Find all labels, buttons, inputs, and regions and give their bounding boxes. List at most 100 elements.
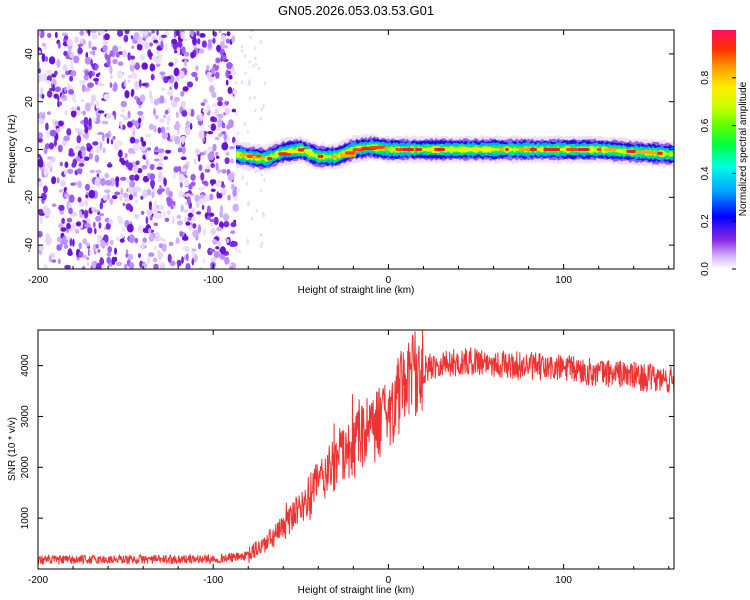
noise-blob	[81, 149, 86, 159]
noise-blob	[263, 81, 267, 86]
noise-blob	[142, 189, 148, 199]
noise-blob	[216, 126, 223, 132]
colorbar-gradient	[712, 30, 736, 269]
noise-blob	[118, 149, 123, 158]
noise-blob	[209, 248, 216, 253]
noise-blob	[227, 172, 235, 182]
noise-blob	[180, 135, 187, 142]
noise-blob	[175, 30, 180, 37]
noise-blob	[172, 216, 175, 225]
noise-blob	[163, 177, 167, 187]
noise-blob	[178, 165, 182, 172]
noise-blob	[224, 107, 231, 116]
ridge-peak	[657, 151, 663, 155]
noise-blob	[170, 94, 173, 101]
noise-blob	[47, 32, 52, 39]
noise-blob	[160, 40, 164, 49]
noise-blob	[259, 188, 263, 193]
noise-blob	[142, 237, 147, 244]
noise-blob	[197, 224, 202, 234]
noise-blob	[207, 131, 214, 135]
noise-blob	[215, 155, 220, 159]
noise-blob	[208, 85, 215, 94]
noise-blob	[46, 161, 52, 169]
noise-blob	[149, 90, 153, 100]
noise-blob	[248, 96, 252, 100]
noise-blob	[85, 183, 90, 191]
noise-blob	[149, 216, 153, 221]
noise-blob	[63, 135, 70, 142]
noise-blob	[215, 246, 220, 250]
noise-blob	[181, 110, 188, 117]
noise-blob	[184, 59, 188, 67]
noise-blob	[168, 241, 174, 246]
noise-blob	[210, 67, 216, 75]
noise-blob	[92, 221, 96, 228]
snr-ytick-label: 4000	[20, 354, 31, 377]
noise-blob	[220, 188, 228, 193]
noise-blob	[236, 131, 240, 135]
colorbar: 0.0 0.2 0.4 0.6 0.8 Normalized spectral ampl…	[700, 30, 749, 276]
noise-blob	[159, 118, 165, 123]
noise-blob	[137, 110, 144, 116]
noise-blob	[123, 198, 130, 202]
noise-blob	[149, 164, 155, 171]
noise-blob	[192, 229, 199, 238]
noise-blob	[153, 213, 158, 219]
noise-blob	[99, 213, 104, 217]
noise-blob	[177, 147, 181, 153]
noise-blob	[78, 163, 85, 167]
noise-blob	[160, 34, 167, 38]
noise-blob	[85, 194, 88, 198]
noise-blob	[151, 30, 155, 34]
ridge-peak	[559, 147, 566, 152]
noise-blob	[128, 262, 135, 269]
noise-blob	[38, 132, 44, 139]
noise-blob	[212, 31, 217, 37]
noise-blob	[66, 222, 71, 230]
noise-blob	[123, 34, 129, 43]
noise-blob	[77, 47, 83, 55]
spec-xtick-label: -100	[203, 275, 223, 286]
noise-blob	[263, 178, 266, 183]
ridge-peak	[383, 147, 390, 151]
noise-blob	[225, 38, 230, 44]
noise-blob	[61, 32, 69, 37]
noise-blob	[224, 256, 230, 265]
noise-blob	[60, 94, 66, 99]
noise-blob	[54, 31, 58, 39]
noise-blob	[212, 143, 217, 152]
noise-blob	[122, 227, 125, 233]
noise-blob	[57, 42, 61, 49]
noise-blob	[139, 94, 146, 103]
noise-blob	[124, 152, 128, 158]
noise-blob	[96, 262, 102, 269]
noise-blob	[180, 204, 184, 213]
noise-blob	[135, 160, 140, 166]
noise-blob	[141, 62, 148, 70]
noise-blob	[214, 108, 219, 117]
noise-blob	[134, 199, 139, 204]
noise-blob	[104, 120, 109, 125]
noise-blob	[232, 189, 237, 197]
noise-blob	[64, 264, 71, 269]
noise-blob	[227, 86, 233, 95]
noise-blob	[130, 60, 136, 66]
noise-blob	[88, 70, 93, 79]
noise-blob	[199, 198, 206, 205]
noise-blob	[186, 81, 194, 88]
noise-blob	[250, 30, 254, 33]
noise-blob	[214, 136, 220, 141]
noise-blob	[166, 76, 172, 80]
noise-blob	[229, 146, 235, 150]
noise-blob	[254, 108, 257, 113]
noise-blob	[115, 261, 123, 266]
noise-blob	[201, 40, 207, 48]
noise-blob	[70, 70, 77, 77]
noise-blob	[122, 192, 129, 199]
noise-blob	[190, 173, 196, 181]
noise-blob	[198, 187, 205, 191]
noise-blob	[56, 59, 61, 68]
noise-blob	[48, 254, 52, 263]
noise-blob	[218, 132, 223, 138]
